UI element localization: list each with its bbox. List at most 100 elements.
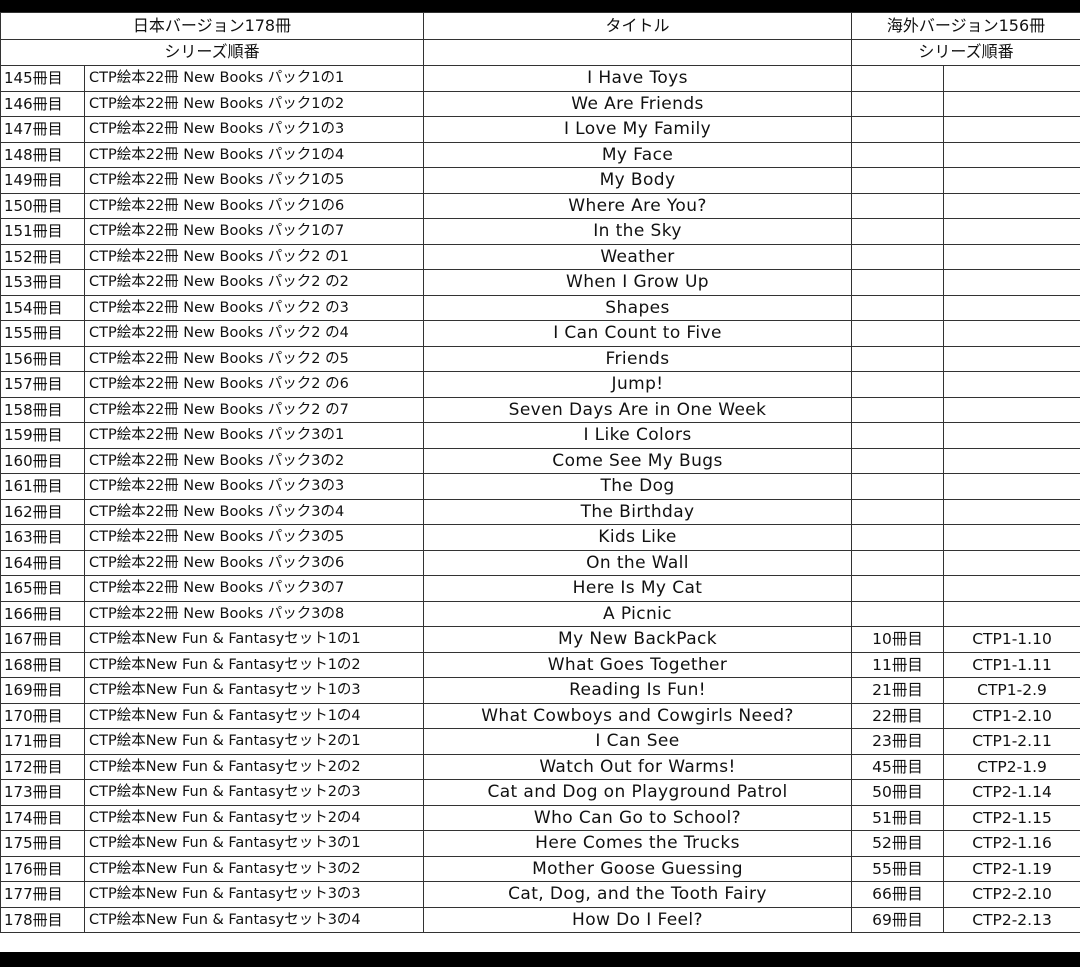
table-row: 171冊目 CTP絵本New Fun & Fantasyセット2の1 I Can S… (0, 728, 1080, 755)
overseas-code-cell: CTP2-1.9 (943, 753, 1080, 780)
table-row: 160冊目 CTP絵本22冊 New Books パック3の2 Come See M… (0, 447, 1080, 474)
title-cell: When I Grow Up (423, 269, 853, 296)
table-row: 151冊目 CTP絵本22冊 New Books パック1の7 In the Sky (0, 218, 1080, 245)
overseas-number-cell: 45冊目 (851, 753, 945, 780)
jp-number-cell: 154冊目 (0, 294, 85, 321)
title-cell: Jump! (423, 371, 853, 398)
jp-number-cell: 175冊目 (0, 830, 85, 857)
overseas-number-cell: 10冊目 (851, 626, 945, 653)
table-row: 148冊目 CTP絵本22冊 New Books パック1の4 My Face (0, 141, 1080, 168)
title-cell: I Have Toys (423, 65, 853, 92)
overseas-code-cell (943, 447, 1080, 474)
overseas-number-cell (851, 345, 945, 372)
overseas-code-cell (943, 320, 1080, 347)
overseas-code-cell (943, 524, 1080, 551)
table-row: 161冊目 CTP絵本22冊 New Books パック3の3 The Dog (0, 473, 1080, 500)
title-cell: Here Is My Cat (423, 575, 853, 602)
jp-number-cell: 150冊目 (0, 192, 85, 219)
jp-number-cell: 151冊目 (0, 218, 85, 245)
overseas-code-cell (943, 600, 1080, 627)
table-row: 175冊目 CTP絵本New Fun & Fantasyセット3の1 Here Co… (0, 830, 1080, 857)
series-cell: CTP絵本22冊 New Books パック1の5 (83, 167, 425, 194)
title-cell: My Body (423, 167, 853, 194)
table-row: 157冊目 CTP絵本22冊 New Books パック2 の6 Jump! (0, 371, 1080, 398)
jp-number-cell: 149冊目 (0, 167, 85, 194)
jp-number-cell: 174冊目 (0, 804, 85, 831)
overseas-code-cell: CTP1-2.11 (943, 728, 1080, 755)
title-cell: What Cowboys and Cowgirls Need? (423, 702, 853, 729)
jp-number-cell: 164冊目 (0, 549, 85, 576)
overseas-code-cell (943, 549, 1080, 576)
title-cell: Where Are You? (423, 192, 853, 219)
jp-number-cell: 153冊目 (0, 269, 85, 296)
overseas-number-cell (851, 269, 945, 296)
table-row: 169冊目 CTP絵本New Fun & Fantasyセット1の3 Reading… (0, 677, 1080, 704)
series-cell: CTP絵本22冊 New Books パック3の2 (83, 447, 425, 474)
jp-number-cell: 159冊目 (0, 422, 85, 449)
series-cell: CTP絵本22冊 New Books パック2 の5 (83, 345, 425, 372)
jp-number-cell: 161冊目 (0, 473, 85, 500)
title-cell: Come See My Bugs (423, 447, 853, 474)
table-row: 150冊目 CTP絵本22冊 New Books パック1の6 Where Are … (0, 192, 1080, 219)
series-cell: CTP絵本22冊 New Books パック3の7 (83, 575, 425, 602)
series-cell: CTP絵本New Fun & Fantasyセット1の4 (83, 702, 425, 729)
series-cell: CTP絵本New Fun & Fantasyセット3の2 (83, 855, 425, 882)
jp-number-cell: 156冊目 (0, 345, 85, 372)
overseas-version-header: 海外バージョン156冊 (851, 12, 1080, 40)
series-cell: CTP絵本22冊 New Books パック3の5 (83, 524, 425, 551)
title-subheader-empty (423, 38, 853, 66)
title-cell: Reading Is Fun! (423, 677, 853, 704)
overseas-code-cell (943, 396, 1080, 423)
jp-number-cell: 178冊目 (0, 906, 85, 933)
overseas-code-cell (943, 218, 1080, 245)
jp-number-cell: 177冊目 (0, 881, 85, 908)
jp-number-cell: 146冊目 (0, 90, 85, 117)
jp-number-cell: 147冊目 (0, 116, 85, 143)
title-cell: I Can Count to Five (423, 320, 853, 347)
jp-number-cell: 162冊目 (0, 498, 85, 525)
overseas-number-cell (851, 447, 945, 474)
table-row: 149冊目 CTP絵本22冊 New Books パック1の5 My Body (0, 167, 1080, 194)
overseas-code-cell: CTP2-1.19 (943, 855, 1080, 882)
title-cell: Who Can Go to School? (423, 804, 853, 831)
header-row-2: シリーズ順番 シリーズ順番 (0, 38, 1080, 66)
table-row: 156冊目 CTP絵本22冊 New Books パック2 の5 Friends (0, 345, 1080, 372)
title-cell: Shapes (423, 294, 853, 321)
overseas-code-cell (943, 269, 1080, 296)
jp-number-cell: 167冊目 (0, 626, 85, 653)
series-cell: CTP絵本New Fun & Fantasyセット2の1 (83, 728, 425, 755)
title-cell: How Do I Feel? (423, 906, 853, 933)
series-cell: CTP絵本22冊 New Books パック2 の6 (83, 371, 425, 398)
series-cell: CTP絵本New Fun & Fantasyセット1の3 (83, 677, 425, 704)
overseas-number-cell (851, 498, 945, 525)
title-cell: Cat and Dog on Playground Patrol (423, 779, 853, 806)
series-cell: CTP絵本22冊 New Books パック3の6 (83, 549, 425, 576)
jp-number-cell: 152冊目 (0, 243, 85, 270)
series-cell: CTP絵本22冊 New Books パック3の1 (83, 422, 425, 449)
overseas-number-cell (851, 192, 945, 219)
header-row-1: 日本バージョン178冊 タイトル 海外バージョン156冊 (0, 12, 1080, 40)
overseas-number-cell (851, 90, 945, 117)
series-cell: CTP絵本22冊 New Books パック1の7 (83, 218, 425, 245)
table-row: 158冊目 CTP絵本22冊 New Books パック2 の7 Seven Day… (0, 396, 1080, 423)
table-row: 159冊目 CTP絵本22冊 New Books パック3の1 I Like Col… (0, 422, 1080, 449)
jp-number-cell: 173冊目 (0, 779, 85, 806)
table-row: 178冊目 CTP絵本New Fun & Fantasyセット3の4 How Do … (0, 906, 1080, 933)
title-cell: My New BackPack (423, 626, 853, 653)
overseas-number-cell (851, 218, 945, 245)
series-cell: CTP絵本22冊 New Books パック3の3 (83, 473, 425, 500)
title-cell: I Love My Family (423, 116, 853, 143)
title-cell: We Are Friends (423, 90, 853, 117)
table-row: 145冊目 CTP絵本22冊 New Books パック1の1 I Have Toy… (0, 65, 1080, 92)
table-row: 173冊目 CTP絵本New Fun & Fantasyセット2の3 Cat and… (0, 779, 1080, 806)
table-row: 172冊目 CTP絵本New Fun & Fantasyセット2の2 Watch O… (0, 753, 1080, 780)
series-cell: CTP絵本New Fun & Fantasyセット3の3 (83, 881, 425, 908)
overseas-series-order-header: シリーズ順番 (851, 38, 1080, 66)
table-row: 167冊目 CTP絵本New Fun & Fantasyセット1の1 My New … (0, 626, 1080, 653)
book-list-sheet: 日本バージョン178冊 タイトル 海外バージョン156冊 シリーズ順番 シリーズ… (0, 12, 1080, 952)
title-cell: My Face (423, 141, 853, 168)
jp-number-cell: 160冊目 (0, 447, 85, 474)
overseas-number-cell (851, 575, 945, 602)
table-row: 162冊目 CTP絵本22冊 New Books パック3の4 The Birthd… (0, 498, 1080, 525)
title-cell: Here Comes the Trucks (423, 830, 853, 857)
